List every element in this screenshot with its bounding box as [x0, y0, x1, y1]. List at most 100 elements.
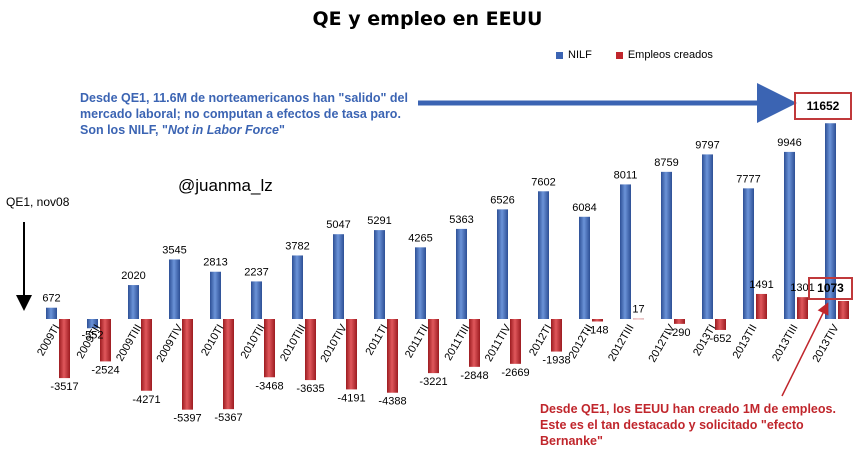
nilf-bar: [415, 247, 426, 319]
jobs-bar: [346, 319, 357, 390]
nilf-value-label: -552: [81, 329, 103, 341]
jobs-value-label: -148: [586, 324, 608, 336]
jobs-value-label: -2524: [91, 364, 119, 376]
jobs-bar: [838, 300, 849, 319]
nilf-value-label: 2813: [203, 257, 227, 269]
nilf-annotation-text: Desde QE1, 11.6M de norteamericanos han …: [80, 91, 408, 137]
nilf-bar: [292, 255, 303, 319]
jobs-bar: [592, 319, 603, 322]
nilf-bar: [497, 209, 508, 319]
jobs-bar: [100, 319, 111, 362]
nilf-value-label: 8759: [654, 157, 678, 169]
jobs-value-label: 1491: [749, 279, 773, 291]
legend: NILF Empleos creados: [556, 49, 713, 61]
nilf-bar: [210, 271, 221, 319]
nilf-bar: [538, 191, 549, 319]
nilf-annotation-italic: Not in Labor Force: [167, 123, 279, 137]
category-tick-label: 2009TIII: [114, 323, 145, 364]
chart-title: QE y empleo en EEUU: [312, 8, 543, 30]
qe1-label: QE1, nov08: [6, 195, 70, 209]
jobs-bar: [469, 319, 480, 367]
legend-label-nilf: NILF: [568, 49, 592, 61]
jobs-annotation: Desde QE1, los EEUU han creado 1M de emp…: [540, 402, 836, 448]
jobs-bar: [428, 319, 439, 374]
nilf-value-label: 7777: [736, 173, 760, 185]
legend-label-jobs: Empleos creados: [627, 49, 713, 61]
jobs-value-label: -4191: [337, 392, 365, 404]
category-tick-label: 2009TI: [35, 323, 63, 359]
jobs-arrow: [781, 302, 829, 397]
category-tick-label: 2011TIV: [483, 322, 514, 364]
jobs-value-label: -5397: [173, 413, 201, 425]
nilf-bar: [743, 188, 754, 319]
category-tick-label: 2011TIII: [442, 323, 472, 363]
nilf-bar: [46, 307, 57, 319]
jobs-bar: [264, 319, 275, 378]
nilf-bar: [87, 319, 98, 329]
nilf-bar: [251, 281, 262, 319]
category-tick-label: 2012TI: [527, 323, 555, 359]
jobs-bar: [387, 319, 398, 393]
nilf-value-label: 5047: [326, 219, 350, 231]
author-handle: @juanma_lz: [178, 176, 273, 195]
nilf-bar: [661, 171, 672, 319]
nilf-value-label: 4265: [408, 232, 432, 244]
jobs-value-label: -2669: [501, 367, 529, 379]
category-tick-label: 2009TIV: [154, 322, 186, 365]
jobs-bar: [305, 319, 316, 381]
category-tick-label: 2010TIII: [278, 323, 309, 364]
jobs-value-label: -3221: [419, 376, 447, 388]
jobs-value-label: -652: [709, 333, 731, 345]
nilf-bar: [579, 216, 590, 319]
jobs-bar: [633, 318, 644, 320]
nilf-bar: [374, 230, 385, 319]
category-tick-label: 2013TIII: [770, 323, 801, 364]
nilf-value-label: 6526: [490, 194, 514, 206]
jobs-bar: [182, 319, 193, 410]
nilf-value-label: 3545: [162, 244, 186, 256]
jobs-bar: [510, 319, 521, 364]
nilf-value-label: 6084: [572, 202, 596, 214]
jobs-value-label: 17: [632, 304, 644, 316]
category-tick-label: 2013TII: [731, 323, 760, 361]
jobs-value-label: -290: [668, 327, 690, 339]
category-tick-label: 2012TIII: [606, 323, 637, 364]
category-tick-label: 2011TII: [403, 323, 432, 361]
jobs-bar: [756, 293, 767, 319]
category-tick-label: 2010TI: [199, 323, 227, 359]
jobs-value-label: -3635: [296, 383, 324, 395]
category-tick-label: 2010TIV: [318, 322, 350, 365]
nilf-value-label: 5291: [367, 215, 391, 227]
jobs-total-box: 1073: [808, 277, 853, 300]
nilf-value-label: 7602: [531, 176, 555, 188]
jobs-value-label: -3517: [50, 381, 78, 393]
jobs-bar: [141, 319, 152, 391]
jobs-bar: [551, 319, 562, 352]
legend-swatch-jobs: [615, 51, 623, 59]
nilf-value-label: 3782: [285, 240, 309, 252]
nilf-value-label: 9797: [695, 139, 719, 151]
category-tick-label: 2012TII: [567, 323, 596, 361]
jobs-bar: [674, 319, 685, 324]
nilf-bar: [128, 285, 139, 319]
nilf-bar: [456, 228, 467, 319]
nilf-total-box: 11652: [794, 92, 852, 120]
jobs-value-label: -2848: [460, 370, 488, 382]
category-tick-label: 2010TII: [239, 323, 268, 361]
nilf-bar: [702, 154, 713, 319]
category-tick-label: 2012TIV: [646, 322, 678, 365]
legend-swatch-nilf: [556, 51, 563, 59]
nilf-bar: [825, 123, 836, 319]
nilf-bar: [784, 151, 795, 319]
nilf-value-label: 2020: [121, 270, 145, 282]
jobs-value-label: -3468: [255, 380, 283, 392]
nilf-value-label: 9946: [777, 137, 801, 149]
jobs-value-label: -4271: [132, 394, 160, 406]
nilf-value-label: 5363: [449, 214, 473, 226]
nilf-annotation: Desde QE1, 11.6M de norteamericanos han …: [80, 90, 420, 138]
jobs-bar: [797, 297, 808, 319]
jobs-bar: [59, 319, 70, 379]
jobs-bar: [715, 319, 726, 330]
nilf-annotation-end: ": [279, 123, 285, 137]
